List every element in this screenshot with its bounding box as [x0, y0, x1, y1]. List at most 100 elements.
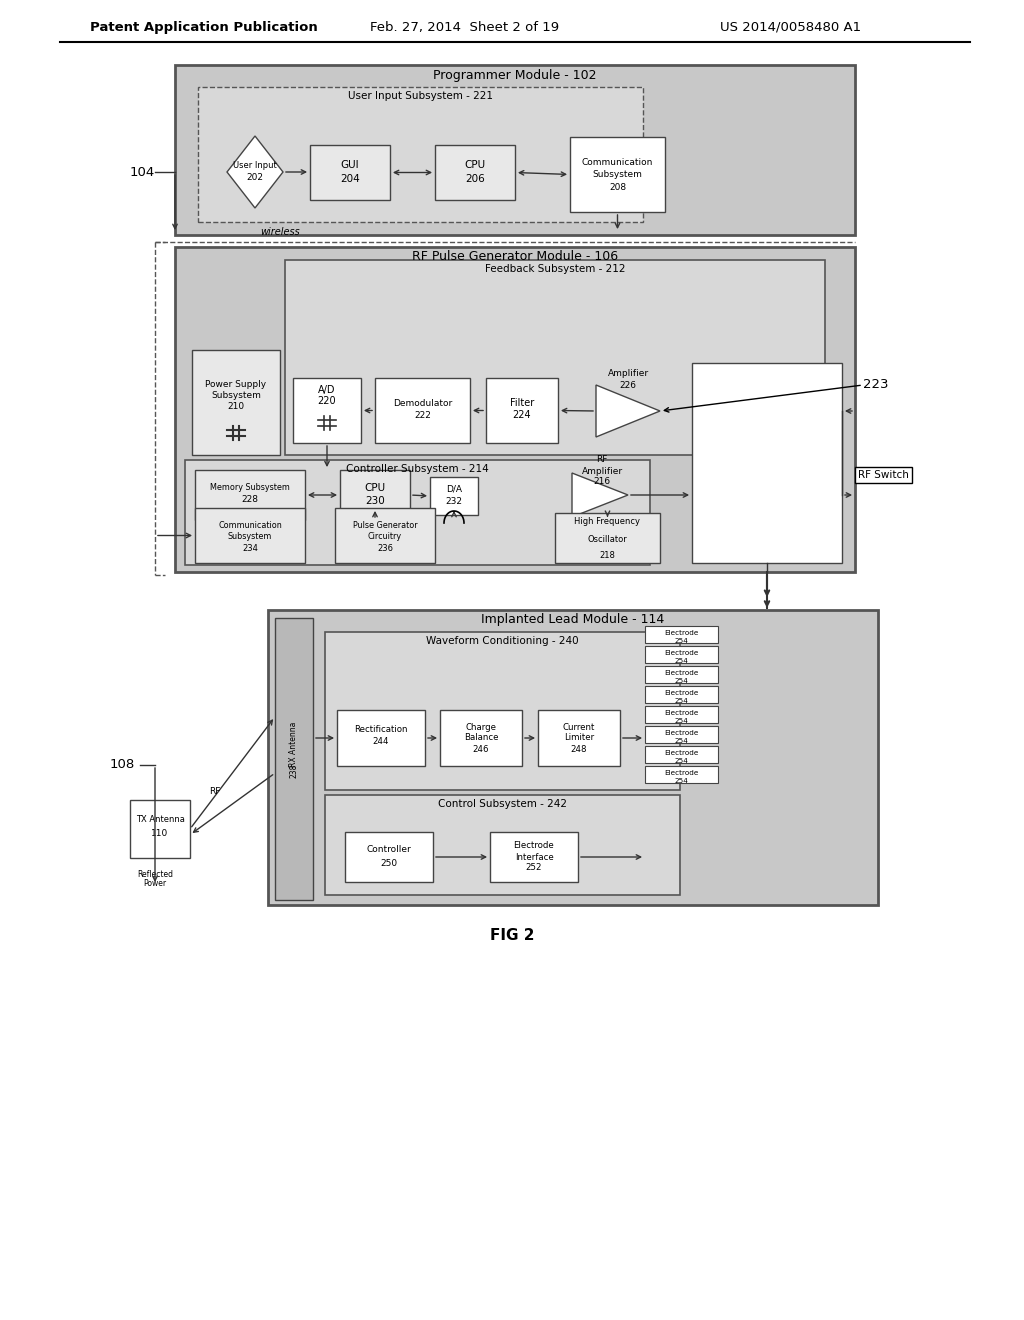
Text: TX Antenna: TX Antenna	[135, 816, 184, 825]
FancyBboxPatch shape	[193, 350, 280, 455]
Polygon shape	[572, 473, 628, 517]
Text: 204: 204	[340, 174, 359, 185]
Text: RF: RF	[596, 455, 607, 465]
Text: Interface: Interface	[515, 853, 553, 862]
Text: 254: 254	[675, 698, 688, 704]
Text: Charge: Charge	[466, 723, 497, 733]
FancyBboxPatch shape	[185, 459, 650, 565]
Text: Balance: Balance	[464, 734, 499, 742]
FancyBboxPatch shape	[310, 145, 390, 201]
Text: RF: RF	[209, 788, 221, 796]
Text: RX Antenna: RX Antenna	[290, 721, 299, 767]
FancyBboxPatch shape	[645, 685, 718, 702]
Text: Reflected: Reflected	[137, 870, 173, 879]
FancyBboxPatch shape	[375, 378, 470, 444]
FancyBboxPatch shape	[195, 470, 305, 520]
FancyBboxPatch shape	[268, 610, 878, 906]
Text: 108: 108	[110, 759, 135, 771]
Text: 228: 228	[242, 495, 258, 504]
Text: Controller: Controller	[367, 846, 412, 854]
FancyBboxPatch shape	[340, 470, 410, 520]
Text: A/D: A/D	[318, 385, 336, 395]
Text: 236: 236	[377, 544, 393, 553]
FancyBboxPatch shape	[486, 378, 558, 444]
Text: 226: 226	[620, 380, 637, 389]
FancyBboxPatch shape	[645, 665, 718, 682]
Text: 232: 232	[445, 496, 463, 506]
Text: 246: 246	[473, 744, 489, 754]
FancyBboxPatch shape	[490, 832, 578, 882]
FancyBboxPatch shape	[175, 65, 855, 235]
FancyBboxPatch shape	[293, 378, 361, 444]
FancyBboxPatch shape	[645, 726, 718, 742]
Text: Electrode: Electrode	[665, 649, 698, 656]
FancyBboxPatch shape	[337, 710, 425, 766]
FancyBboxPatch shape	[435, 145, 515, 201]
Text: Electrode: Electrode	[665, 730, 698, 737]
FancyBboxPatch shape	[645, 626, 718, 643]
Text: Filter: Filter	[510, 399, 535, 408]
Text: Subsystem: Subsystem	[593, 170, 642, 180]
Text: Memory Subsystem: Memory Subsystem	[210, 483, 290, 492]
Text: Controller Subsystem - 214: Controller Subsystem - 214	[346, 465, 488, 474]
Text: 254: 254	[675, 638, 688, 644]
Text: Oscillator: Oscillator	[588, 536, 628, 544]
Text: 254: 254	[675, 758, 688, 764]
Text: 112: 112	[140, 804, 166, 817]
FancyBboxPatch shape	[175, 247, 855, 572]
FancyBboxPatch shape	[692, 363, 842, 564]
FancyBboxPatch shape	[285, 260, 825, 455]
Text: FIG 2: FIG 2	[489, 928, 535, 942]
Text: Programmer Module - 102: Programmer Module - 102	[433, 69, 597, 82]
Text: 248: 248	[570, 744, 587, 754]
Text: 234: 234	[242, 544, 258, 553]
Text: Control Subsystem - 242: Control Subsystem - 242	[438, 799, 567, 809]
Text: Communication: Communication	[582, 158, 653, 168]
Text: 210: 210	[227, 403, 245, 411]
Text: 238: 238	[290, 764, 299, 779]
Text: 202: 202	[247, 173, 263, 182]
Text: Pulse Generator: Pulse Generator	[352, 521, 418, 531]
FancyBboxPatch shape	[130, 800, 190, 858]
Text: Communication: Communication	[218, 521, 282, 531]
FancyBboxPatch shape	[335, 508, 435, 564]
Text: 220: 220	[317, 396, 336, 407]
Text: Feb. 27, 2014  Sheet 2 of 19: Feb. 27, 2014 Sheet 2 of 19	[370, 21, 559, 33]
Text: User Input: User Input	[233, 161, 276, 170]
Text: RF Switch: RF Switch	[858, 470, 909, 480]
Text: Waveform Conditioning - 240: Waveform Conditioning - 240	[426, 636, 579, 645]
Text: US 2014/0058480 A1: US 2014/0058480 A1	[720, 21, 861, 33]
Text: 223: 223	[863, 379, 889, 392]
Text: wireless: wireless	[260, 227, 300, 238]
Text: 254: 254	[675, 738, 688, 744]
Text: 216: 216	[594, 478, 610, 487]
Text: CPU: CPU	[365, 483, 386, 492]
Text: Circuitry: Circuitry	[368, 532, 402, 541]
Text: Subsystem: Subsystem	[211, 391, 261, 400]
Text: Feedback Subsystem - 212: Feedback Subsystem - 212	[484, 264, 626, 275]
FancyBboxPatch shape	[645, 766, 718, 783]
Text: High Frequency: High Frequency	[574, 517, 640, 527]
Text: 254: 254	[675, 718, 688, 723]
Text: Electrode: Electrode	[514, 842, 554, 850]
Text: 110: 110	[152, 829, 169, 837]
Text: D/A: D/A	[446, 484, 462, 494]
FancyBboxPatch shape	[430, 477, 478, 515]
Text: Amplifier: Amplifier	[582, 466, 623, 475]
FancyBboxPatch shape	[440, 710, 522, 766]
Text: 104: 104	[130, 165, 156, 178]
Text: 250: 250	[381, 858, 397, 867]
Text: Current: Current	[563, 723, 595, 733]
Text: Demodulator: Demodulator	[393, 399, 453, 408]
Text: 254: 254	[675, 777, 688, 784]
Text: Electrode: Electrode	[665, 770, 698, 776]
Polygon shape	[596, 385, 660, 437]
FancyBboxPatch shape	[645, 645, 718, 663]
Text: Power Supply: Power Supply	[206, 380, 266, 389]
Text: Implanted Lead Module - 114: Implanted Lead Module - 114	[481, 614, 665, 627]
FancyBboxPatch shape	[325, 795, 680, 895]
FancyBboxPatch shape	[645, 746, 718, 763]
Text: GUI: GUI	[341, 161, 359, 170]
FancyBboxPatch shape	[275, 618, 313, 900]
Text: 252: 252	[525, 863, 543, 873]
